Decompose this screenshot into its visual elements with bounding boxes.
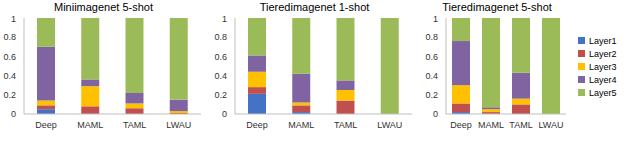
svg-text:1: 1	[11, 14, 16, 24]
svg-text:Deep: Deep	[450, 120, 472, 130]
html-text:Layer2: Layer2	[589, 48, 617, 59]
svg-text:MAML: MAML	[478, 120, 504, 130]
svg-text:0.6: 0.6	[8, 52, 16, 62]
svg-text:0.2: 0.2	[425, 90, 438, 100]
svg-text:0.2: 0.2	[214, 90, 227, 100]
svg-text:0.6: 0.6	[214, 52, 227, 62]
svg-text:0.8: 0.8	[425, 32, 438, 42]
html-text:Tieredimagenet 1-shot: Tieredimagenet 1-shot	[259, 1, 370, 13]
svg-text:TAML: TAML	[509, 120, 532, 130]
svg-text:MAML: MAML	[77, 120, 103, 130]
svg-text:0.4: 0.4	[8, 71, 16, 81]
html-text:Layer4: Layer4	[589, 74, 617, 85]
svg-text:Deep: Deep	[35, 120, 57, 130]
svg-text:1: 1	[433, 14, 438, 24]
svg-text:LWAU: LWAU	[166, 120, 191, 130]
svg-text:LWAU: LWAU	[538, 120, 563, 130]
svg-text:LWAU: LWAU	[377, 120, 402, 130]
html-text:Layer3: Layer3	[589, 61, 617, 72]
svg-text:Deep: Deep	[246, 120, 268, 130]
html-text:Layer1: Layer1	[589, 35, 617, 46]
svg-text:0: 0	[433, 109, 438, 119]
svg-text:MAML: MAML	[288, 120, 314, 130]
svg-text:0.8: 0.8	[8, 32, 16, 42]
html-text:Miniimagenet 5-shot: Miniimagenet 5-shot	[54, 1, 153, 13]
svg-text:0: 0	[222, 109, 227, 119]
svg-text:0.6: 0.6	[425, 52, 438, 62]
svg-text:0.2: 0.2	[8, 90, 16, 100]
svg-text:0: 0	[11, 109, 16, 119]
html-text:Layer5: Layer5	[589, 87, 617, 98]
svg-text:TAML: TAML	[334, 120, 357, 130]
svg-text:0.4: 0.4	[425, 71, 438, 81]
svg-text:0.4: 0.4	[214, 71, 227, 81]
svg-text:0.8: 0.8	[214, 32, 227, 42]
svg-text:TAML: TAML	[123, 120, 146, 130]
html-text:Tieredimagenet 5-shot: Tieredimagenet 5-shot	[442, 1, 552, 13]
svg-text:1: 1	[222, 14, 227, 24]
